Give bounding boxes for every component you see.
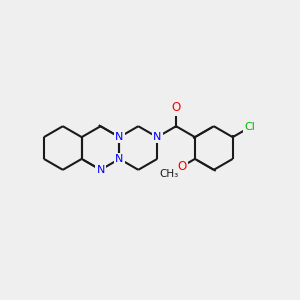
Text: N: N bbox=[153, 132, 161, 142]
Text: Cl: Cl bbox=[244, 122, 255, 132]
Text: N: N bbox=[96, 165, 105, 175]
Text: O: O bbox=[177, 160, 186, 173]
Text: CH₃: CH₃ bbox=[159, 169, 178, 179]
Text: N: N bbox=[115, 132, 124, 142]
Text: N: N bbox=[115, 154, 124, 164]
Text: O: O bbox=[171, 101, 181, 114]
